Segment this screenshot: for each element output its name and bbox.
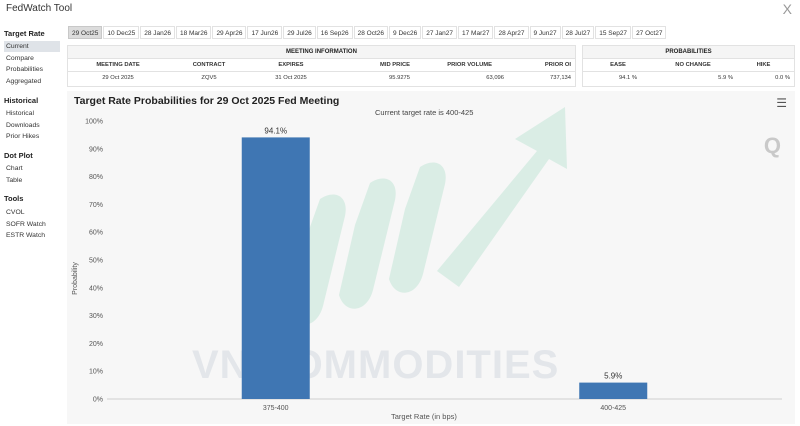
title-bar: FedWatch Tool X: [0, 0, 800, 18]
y-tick-label: 60%: [89, 230, 103, 237]
meeting-info-heading: MEETING INFORMATION: [68, 46, 575, 59]
table-cell: 29 Oct 2025: [102, 75, 134, 81]
app-title: FedWatch Tool: [6, 3, 73, 14]
bar-data-label: 94.1%: [264, 126, 287, 135]
column-header: PRIOR VOLUME: [447, 62, 492, 68]
table-cell: 63,096: [486, 75, 504, 81]
column-header: HIKE: [756, 62, 771, 68]
sidebar-item-table[interactable]: Table: [6, 177, 23, 184]
hamburger-menu-icon[interactable]: ☰: [776, 96, 787, 110]
sidebar-item-sofr-watch[interactable]: SOFR Watch: [6, 221, 46, 228]
sidebar-item-chart[interactable]: Chart: [6, 165, 23, 172]
y-tick-label: 70%: [89, 202, 103, 209]
probabilities-value-row: 94.1 % 5.9 % 0.0 %: [583, 72, 794, 85]
sidebar-item-downloads[interactable]: Downloads: [6, 122, 40, 129]
probabilities-table: PROBABILITIES EASE NO CHANGE HIKE 94.1 %…: [582, 45, 795, 87]
tab-meeting-date[interactable]: 28 Apr27: [494, 26, 529, 39]
y-tick-label: 90%: [89, 146, 103, 153]
table-cell: 95.9275: [389, 75, 410, 81]
table-cell: 5.9 %: [718, 75, 733, 81]
tab-meeting-date[interactable]: 29 Apr26: [212, 26, 247, 39]
bar-data-label: 5.9%: [604, 372, 622, 381]
meeting-info-table: MEETING INFORMATION MEETING DATE CONTRAC…: [67, 45, 576, 87]
table-cell: 31 Oct 2025: [275, 75, 307, 81]
tab-meeting-date[interactable]: 18 Mar26: [175, 26, 212, 39]
q-logo: Q: [763, 133, 781, 158]
tab-meeting-date[interactable]: 27 Oct27: [632, 26, 667, 39]
sidebar-item-estr-watch[interactable]: ESTR Watch: [6, 232, 46, 239]
meeting-info-value-row: 29 Oct 2025 ZQV5 31 Oct 2025 95.9275 63,…: [68, 72, 575, 85]
probabilities-header-row: EASE NO CHANGE HIKE: [583, 59, 794, 72]
tab-meeting-date[interactable]: 17 Mar27: [458, 26, 494, 39]
tab-meeting-date[interactable]: 29 Jul26: [283, 26, 316, 39]
x-tick-label: 400-425: [600, 405, 626, 412]
table-cell: ZQV5: [201, 75, 217, 81]
tab-meeting-date[interactable]: 10 Dec25: [103, 26, 140, 39]
bar-chart-plot: 0% 10% 20% 30% 40% 50% 60% 70% 80% 90% 100% 94.1% 37…: [85, 119, 782, 412]
column-header: EASE: [610, 62, 626, 68]
tab-meeting-date[interactable]: 28 Oct26: [353, 26, 389, 39]
probabilities-heading: PROBABILITIES: [583, 46, 794, 59]
tab-meeting-date[interactable]: 9 Jun27: [529, 26, 561, 39]
column-header: MEETING DATE: [96, 62, 140, 68]
y-tick-label: 20%: [89, 341, 103, 348]
x-tick-label: 375-400: [263, 405, 289, 412]
sidebar-item-cvol[interactable]: CVOL: [6, 209, 25, 216]
sidebar-item-aggregated[interactable]: Aggregated: [6, 78, 42, 85]
sidebar-item-compare[interactable]: Compare: [6, 55, 34, 62]
y-tick-label: 80%: [89, 174, 103, 181]
y-tick-label: 100%: [85, 119, 103, 126]
sidebar-heading-target-rate: Target Rate: [4, 29, 45, 38]
sidebar-heading-dot-plot: Dot Plot: [4, 151, 33, 160]
column-header: CONTRACT: [192, 62, 226, 68]
bar: [579, 382, 648, 399]
tab-meeting-date[interactable]: 27 Jan27: [422, 26, 457, 39]
table-cell: 94.1 %: [618, 75, 637, 81]
sidebar-item-prior-hikes[interactable]: Prior Hikes: [6, 133, 40, 140]
x-axis-label: Target Rate (in bps): [391, 412, 457, 421]
tab-meeting-date[interactable]: 9 Dec26: [389, 26, 422, 39]
tab-meeting-date[interactable]: 29 Oct25: [68, 26, 103, 39]
sidebar: Target Rate Current Compare Probabilitie…: [0, 24, 62, 424]
bar: [241, 137, 310, 399]
chart-panel: VN COMMODITIES Target Rate Probabilities…: [67, 91, 795, 424]
sidebar-heading-historical: Historical: [4, 96, 39, 105]
table-cell: 737,134: [550, 75, 571, 81]
column-header: NO CHANGE: [675, 62, 711, 68]
tab-meeting-date[interactable]: 28 Jul27: [561, 26, 595, 39]
y-tick-label: 30%: [89, 313, 103, 320]
sidebar-item-historical[interactable]: Historical: [6, 110, 34, 117]
tab-meeting-date[interactable]: 28 Jan26: [140, 26, 175, 39]
sidebar-heading-tools: Tools: [4, 194, 24, 203]
close-button[interactable]: X: [782, 1, 792, 17]
table-cell: 0.0 %: [775, 75, 790, 81]
column-header: EXPIRES: [278, 62, 304, 68]
y-tick-label: 40%: [89, 285, 103, 292]
chart-title: Target Rate Probabilities for 29 Oct 202…: [74, 95, 340, 107]
sidebar-item-probabilities[interactable]: Probabilities: [6, 66, 44, 73]
sidebar-item-current[interactable]: Current: [4, 41, 60, 52]
tab-meeting-date[interactable]: 17 Jun26: [247, 26, 283, 39]
chart-subtitle: Current target rate is 400-425: [375, 108, 474, 117]
y-tick-label: 10%: [89, 369, 103, 376]
tab-meeting-date[interactable]: 15 Sep27: [595, 26, 632, 39]
y-tick-label: 0%: [93, 397, 103, 404]
column-header: MID PRICE: [380, 62, 410, 68]
meeting-info-header-row: MEETING DATE CONTRACT EXPIRES MID PRICE …: [68, 59, 575, 72]
y-tick-label: 50%: [89, 258, 103, 265]
meeting-date-tabs: 29 Oct25 10 Dec25 28 Jan26 18 Mar26 29 A…: [68, 26, 667, 39]
column-header: PRIOR OI: [544, 62, 571, 68]
tab-meeting-date[interactable]: 16 Sep26: [316, 26, 353, 39]
